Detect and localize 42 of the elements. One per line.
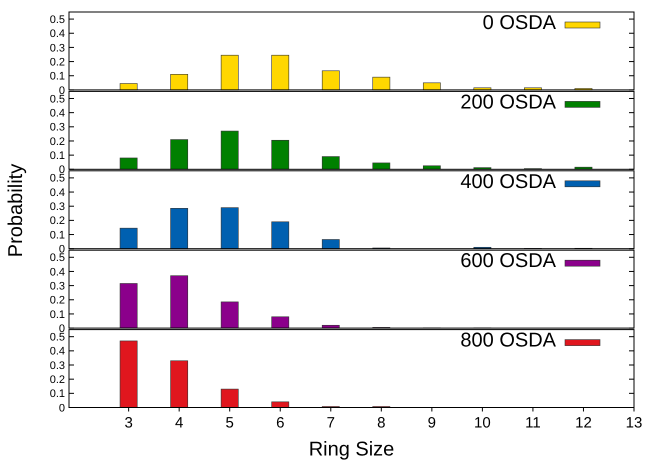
y-tick-label: 0.1	[50, 150, 65, 162]
y-tick-label: 0.4	[50, 346, 65, 358]
y-tick-label: 0.1	[50, 388, 65, 400]
y-tick-label: 0.2	[50, 56, 65, 68]
x-tick-label: 4	[175, 414, 184, 432]
legend-label: 800 OSDA	[460, 330, 557, 352]
y-tick-label: 0.4	[50, 107, 65, 120]
y-tick-label: 0.5	[50, 14, 65, 26]
y-tick-label: 0.1	[50, 308, 65, 321]
x-tick-label: 7	[326, 414, 335, 432]
y-tick-label: 0.4	[50, 186, 65, 199]
y-tick-label: 0	[58, 402, 65, 414]
x-tick-label: 11	[525, 414, 541, 432]
y-tick-label: 0.3	[50, 280, 65, 292]
y-tick-label: 0.5	[50, 332, 65, 344]
x-tick-label: 12	[575, 414, 592, 432]
legend-label: 0 OSDA	[482, 12, 557, 34]
legend-label: 600 OSDA	[460, 250, 557, 272]
x-axis-title: Ring Size	[308, 438, 394, 460]
y-axis-title: Probability	[5, 164, 27, 258]
y-tick-label: 0.2	[50, 136, 65, 148]
x-tick-label: 5	[226, 414, 234, 432]
y-tick-label: 0.3	[50, 122, 65, 134]
y-tick-label: 0.1	[50, 229, 65, 242]
legend-label: 200 OSDA	[460, 91, 557, 114]
y-tick-label: 0.3	[50, 201, 65, 214]
x-tick-label: 13	[626, 414, 642, 432]
y-tick-label: 0.1	[50, 70, 65, 83]
y-tick-label: 0.2	[50, 215, 65, 228]
x-tick-label: 10	[474, 414, 491, 432]
x-tick-label: 9	[428, 414, 436, 432]
legend-label: 400 OSDA	[460, 170, 557, 193]
y-tick-label: 0.4	[50, 266, 65, 278]
y-tick-label: 0.4	[50, 28, 65, 40]
y-tick-label: 0.2	[50, 294, 65, 307]
y-tick-label: 0.2	[50, 374, 65, 386]
y-tick-label: 0.3	[50, 360, 65, 372]
x-tick-label: 8	[377, 414, 386, 432]
x-tick-label: 3	[124, 414, 133, 432]
x-tick-label: 6	[276, 414, 284, 432]
y-tick-label: 0.3	[50, 42, 65, 54]
y-tick-label: 0.5	[50, 93, 65, 106]
